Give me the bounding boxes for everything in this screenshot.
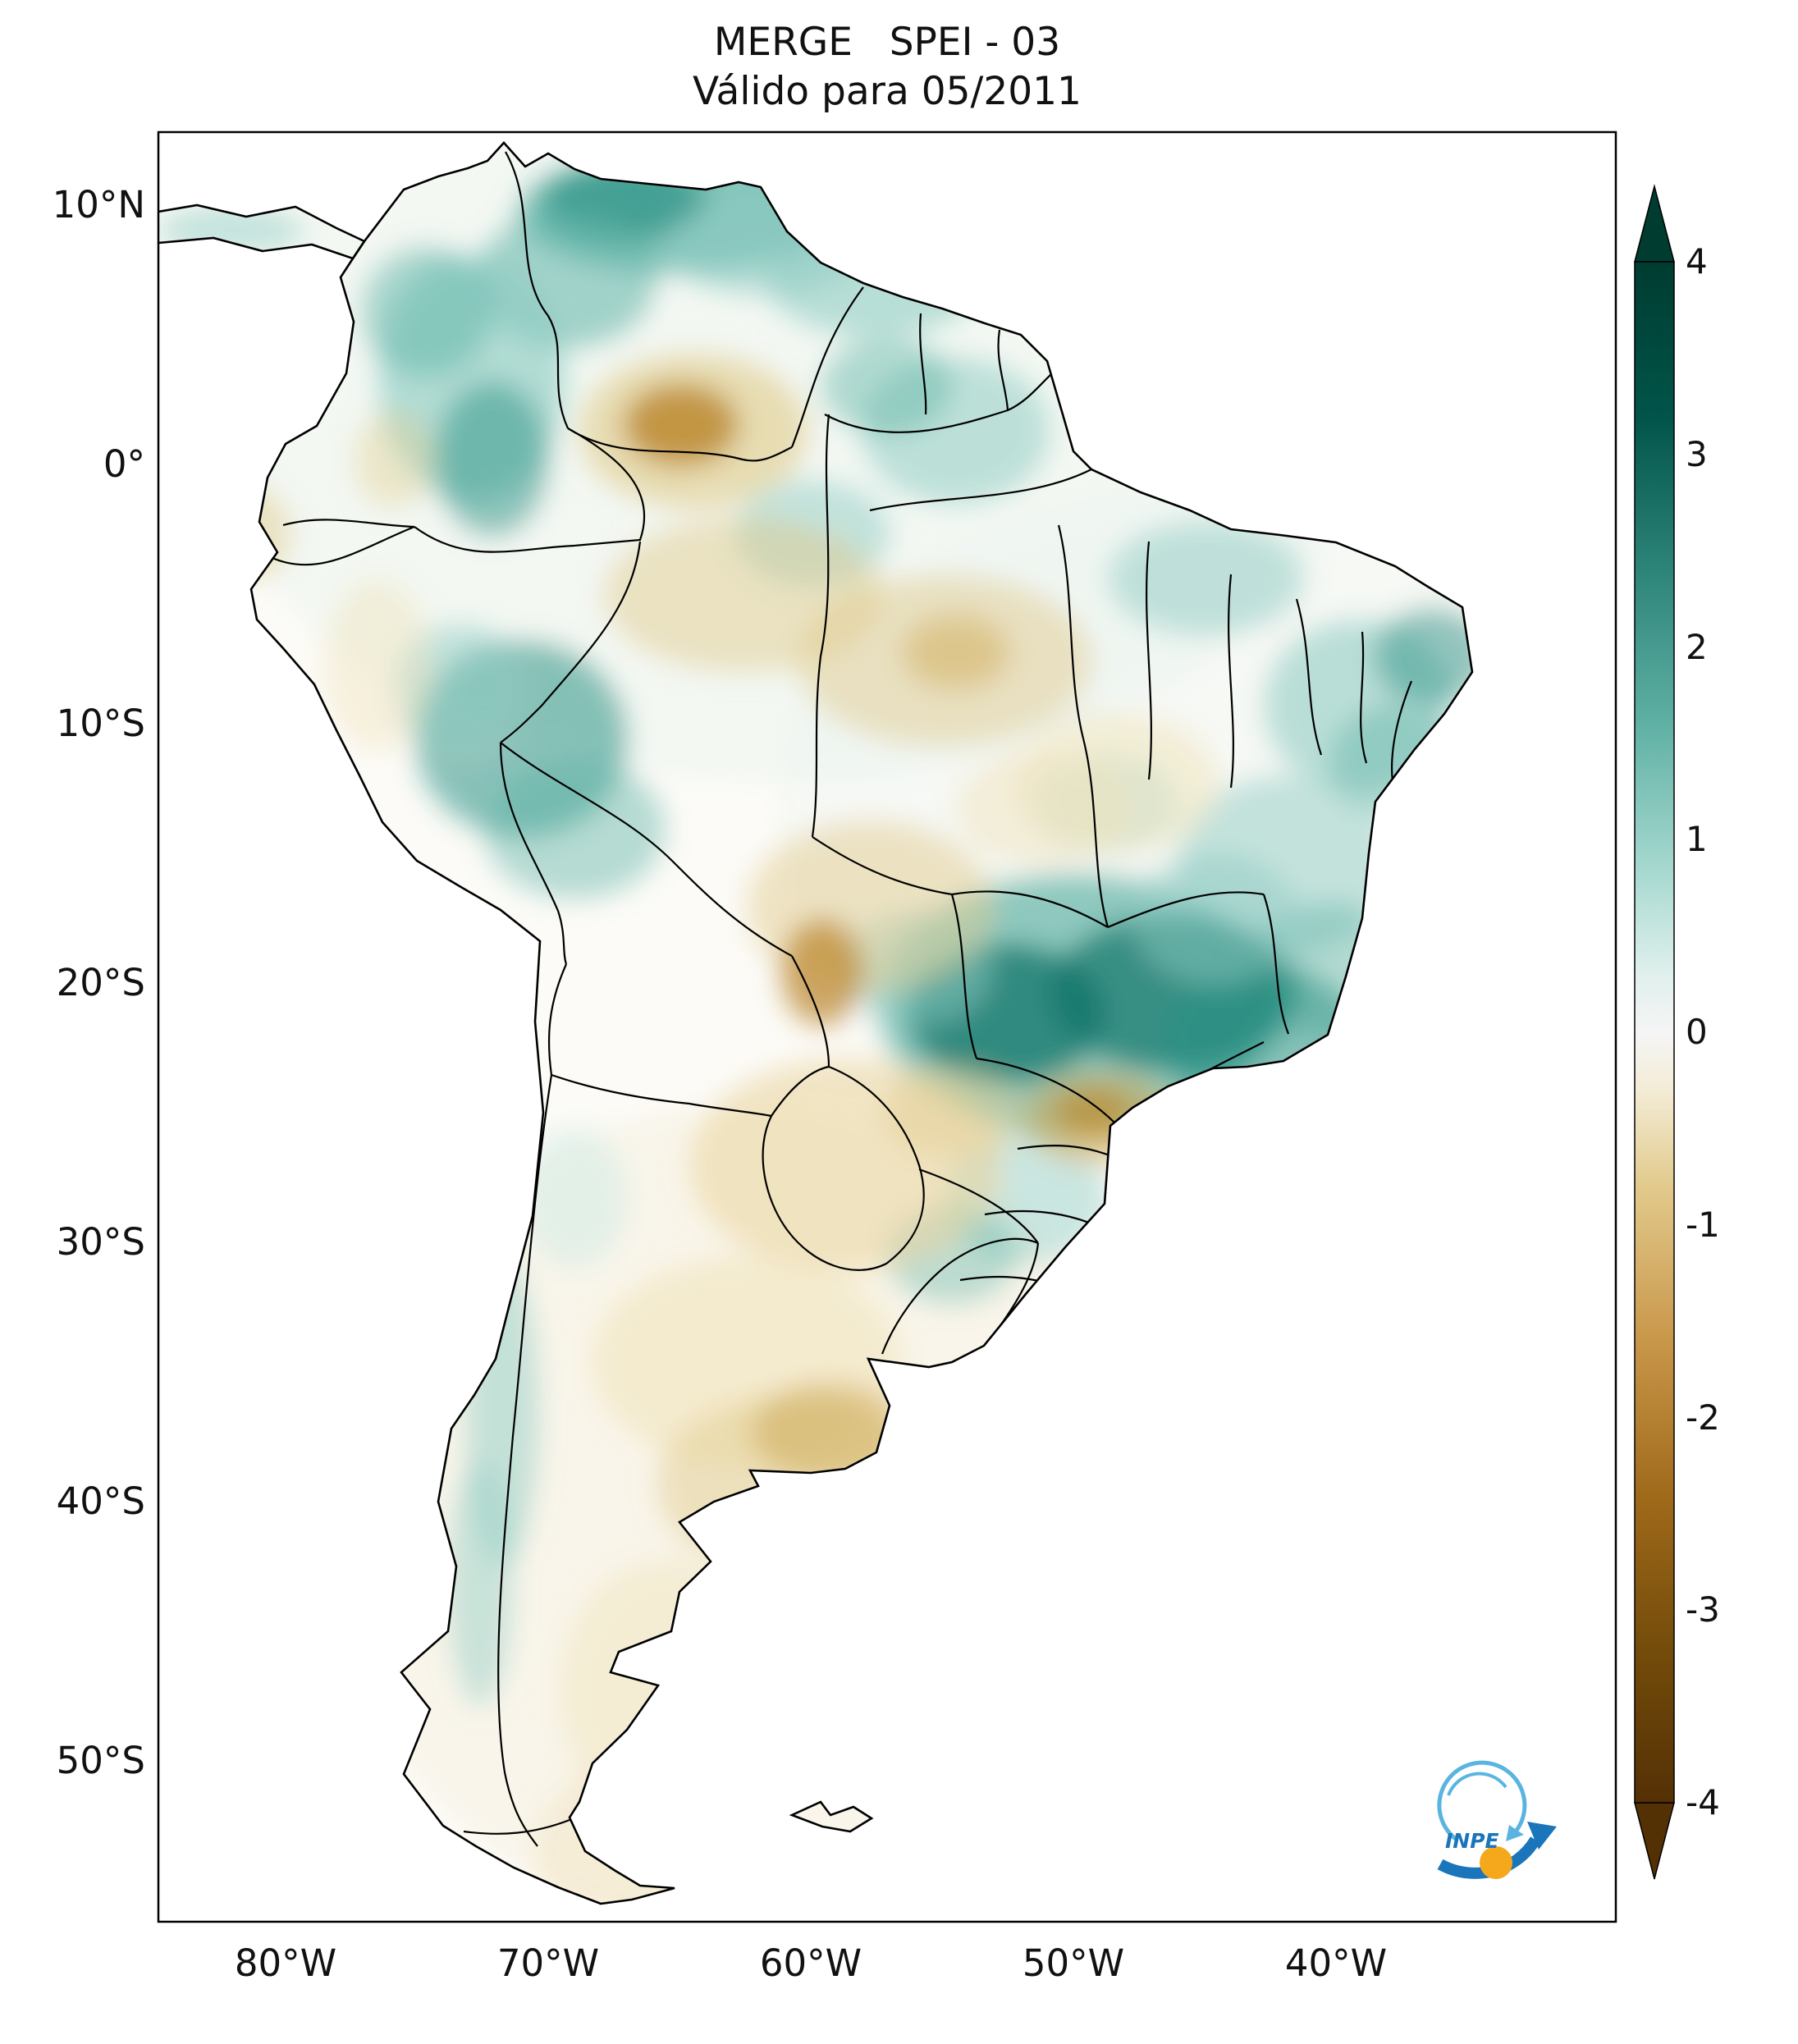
colorbar-gradient xyxy=(1634,261,1675,1804)
figure-title: MERGE SPEI - 03 xyxy=(713,20,1061,65)
colorbar xyxy=(1634,184,1675,1880)
inpe-swirl-inner-icon xyxy=(1447,1772,1507,1796)
coastline xyxy=(158,141,1474,1905)
inpe-logo: INPE xyxy=(1437,1760,1557,1879)
inpe-sphere-icon xyxy=(1480,1846,1512,1879)
colorbar-extend-bottom xyxy=(1634,1802,1675,1880)
country-borders xyxy=(272,151,1413,1847)
inpe-swirl-icon xyxy=(1437,1760,1527,1842)
inpe-logo-text: INPE xyxy=(1445,1829,1499,1853)
colorbar-extend-top xyxy=(1634,184,1675,263)
plot-frame xyxy=(157,130,1617,1923)
figure-subtitle: Válido para 05/2011 xyxy=(693,69,1082,114)
